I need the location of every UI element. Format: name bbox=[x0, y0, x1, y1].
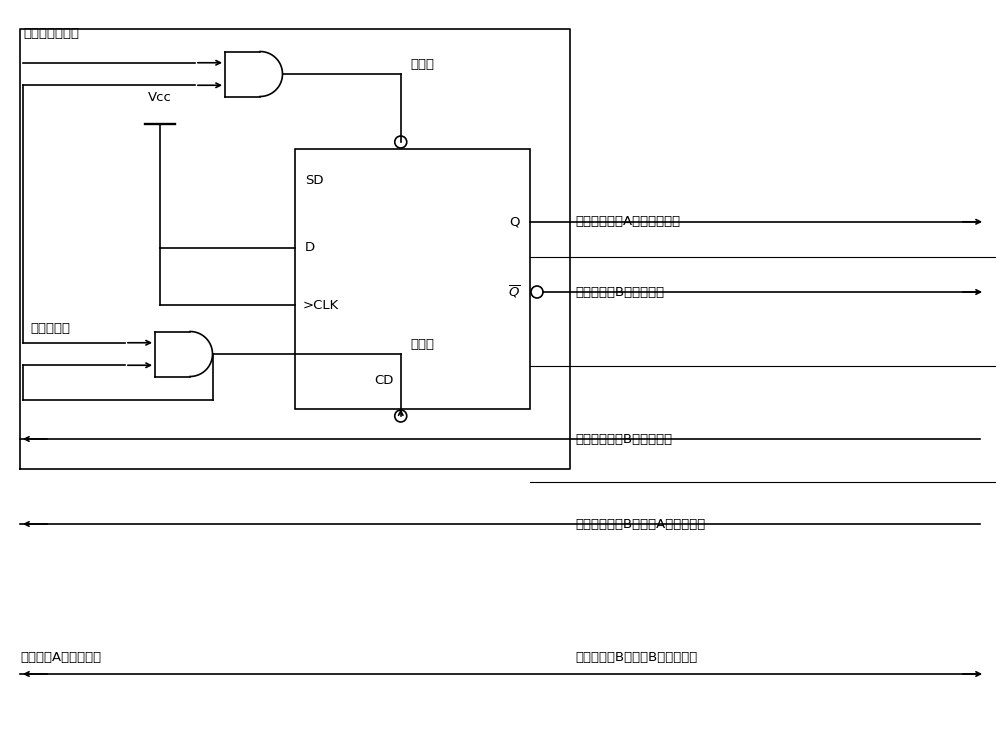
Text: Vcc: Vcc bbox=[148, 91, 172, 104]
Text: 中心计算机命令: 中心计算机命令 bbox=[23, 26, 79, 40]
Text: 来自监控单元B的要求A生效的信号: 来自监控单元B的要求A生效的信号 bbox=[575, 518, 705, 530]
Text: >CLK: >CLK bbox=[303, 299, 339, 312]
Text: 去监控单元B的要求B生效的信号: 去监控单元B的要求B生效的信号 bbox=[575, 651, 697, 664]
Text: 来自监控单元B的互锁信号: 来自监控单元B的互锁信号 bbox=[575, 432, 672, 446]
FancyBboxPatch shape bbox=[295, 149, 530, 409]
Text: Q: Q bbox=[510, 215, 520, 228]
Text: 控制监控单元A输出信号生效: 控制监控单元A输出信号生效 bbox=[575, 215, 680, 228]
Text: 监控单元A的自检信号: 监控单元A的自检信号 bbox=[20, 651, 101, 664]
Text: 去监控单元B的互锁信号: 去监控单元B的互锁信号 bbox=[575, 285, 664, 299]
Text: CD: CD bbox=[375, 374, 394, 387]
Text: 置位端: 置位端 bbox=[411, 58, 435, 71]
Text: 初始化信号: 初始化信号 bbox=[30, 322, 70, 335]
Text: $\overline{Q}$: $\overline{Q}$ bbox=[508, 284, 520, 300]
Text: 复位端: 复位端 bbox=[411, 338, 435, 351]
Text: D: D bbox=[305, 241, 315, 255]
Text: SD: SD bbox=[305, 174, 324, 187]
